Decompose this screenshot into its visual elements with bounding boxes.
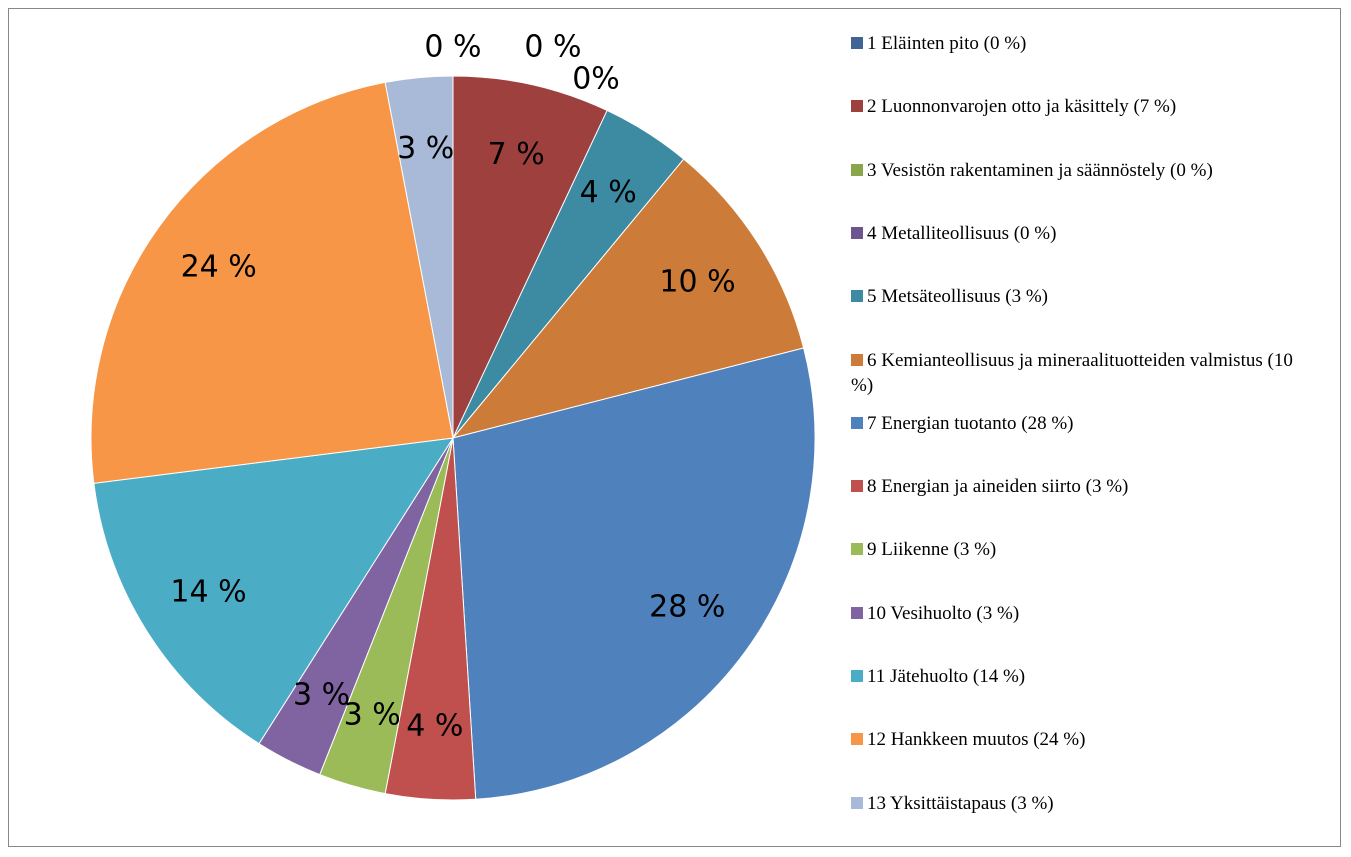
data-label: 28 % <box>649 590 725 625</box>
legend-label: 3 Vesistön rakentaminen ja säännöstely (… <box>867 159 1213 181</box>
data-label: 4 % <box>406 709 463 744</box>
data-label: 24 % <box>181 249 257 284</box>
legend-item: 8 Energian ja aineiden siirto (3 %) <box>851 474 1301 499</box>
pie-slice <box>93 437 454 745</box>
data-label: 10 % <box>659 264 735 299</box>
pie-slice <box>451 158 805 439</box>
legend-swatch <box>851 226 863 239</box>
legend-item: 2 Luonnonvarojen otto ja käsittely (7 %) <box>851 94 1301 119</box>
data-label: 0% <box>572 62 620 97</box>
legend-item: 7 Energian tuotanto (28 %) <box>851 411 1301 436</box>
legend-item: 4 Metalliteollisuus (0 %) <box>851 221 1301 246</box>
legend-label: 7 Energian tuotanto (28 %) <box>867 412 1074 434</box>
legend-label: 1 Eläinten pito (0 %) <box>867 33 1027 54</box>
legend-item: 10 Vesihuolto (3 %) <box>851 601 1301 626</box>
legend-swatch <box>851 670 863 682</box>
legend-item: 13 Yksittäistapaus (3 %) <box>851 791 1301 816</box>
legend-label: 9 Liikenne (3 %) <box>867 539 997 561</box>
data-label: 0 % <box>424 30 481 65</box>
legend-label: 6 Kemianteollisuus ja mineraalituotteide… <box>851 349 1293 396</box>
pie-slice <box>384 75 454 439</box>
legend-swatch <box>851 796 863 809</box>
legend-swatch <box>851 733 863 746</box>
data-label: 0 % <box>524 30 581 65</box>
legend-label: 5 Metsäteollisuus (3 %) <box>867 286 1049 308</box>
legend-label: 2 Luonnonvarojen otto ja käsittely (7 %) <box>867 96 1177 118</box>
legend-swatch <box>851 290 863 303</box>
data-label: 7 % <box>488 137 545 172</box>
legend-item: 6 Kemianteollisuus ja mineraalituotteide… <box>851 348 1301 398</box>
legend-swatch <box>851 353 863 366</box>
data-label: 3 % <box>344 698 401 733</box>
legend-swatch <box>851 100 863 113</box>
legend-label: 11 Jätehuolto (14 %) <box>867 666 1026 687</box>
data-label: 3 % <box>397 131 454 166</box>
legend-item: 11 Jätehuolto (14 %) <box>851 664 1301 689</box>
legend-item: 5 Metsäteollisuus (3 %) <box>851 284 1301 309</box>
legend-swatch <box>851 480 863 493</box>
pie-slice <box>452 347 816 800</box>
legend-item: 9 Liikenne (3 %) <box>851 537 1301 562</box>
legend-item: 1 Eläinten pito (0 %) <box>851 31 1301 56</box>
legend-swatch <box>851 606 863 619</box>
legend-item: 3 Vesistön rakentaminen ja säännöstely (… <box>851 158 1301 183</box>
legend-label: 12 Hankkeen muutos (24 %) <box>867 729 1086 751</box>
data-label: 14 % <box>170 575 246 610</box>
pie-slice <box>452 75 608 439</box>
legend-swatch <box>851 416 863 429</box>
chart-frame <box>8 8 1341 847</box>
legend-swatch <box>851 163 863 176</box>
legend-label: 13 Yksittäistapaus (3 %) <box>867 792 1054 814</box>
legend-swatch <box>851 37 863 49</box>
data-label: 3 % <box>293 678 350 713</box>
legend-label: 4 Metalliteollisuus (0 %) <box>867 222 1057 244</box>
legend-item: 12 Hankkeen muutos (24 %) <box>851 727 1301 752</box>
legend-label: 10 Vesihuolto (3 %) <box>867 602 1020 624</box>
pie-slice <box>90 81 454 484</box>
legend-swatch <box>851 543 863 556</box>
data-label: 4 % <box>580 175 637 210</box>
legend-label: 8 Energian ja aineiden siirto (3 %) <box>867 476 1129 498</box>
